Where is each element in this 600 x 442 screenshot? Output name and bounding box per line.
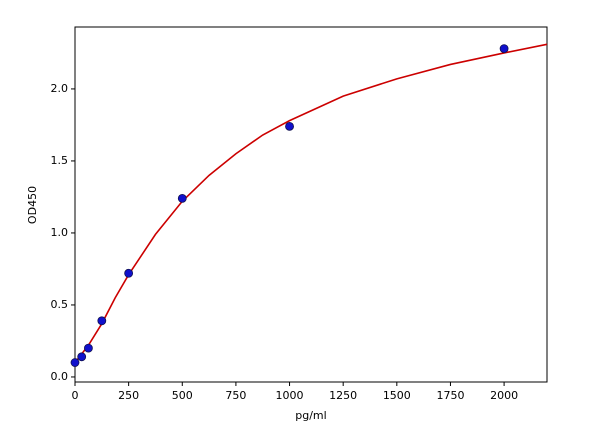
- data-point: [97, 316, 107, 326]
- y-tick-label: 0.5: [51, 298, 69, 311]
- fit-curve: [74, 43, 548, 364]
- data-point: [177, 193, 187, 203]
- data-point: [499, 44, 509, 54]
- x-tick-label: 0: [72, 389, 79, 402]
- x-tick-label: 250: [118, 389, 139, 402]
- x-axis-label: pg/ml: [295, 409, 326, 422]
- y-tick-label: 0.0: [51, 370, 69, 383]
- x-tick-label: 2000: [490, 389, 518, 402]
- y-tick-label: 2.0: [51, 82, 69, 95]
- data-point: [285, 121, 294, 131]
- y-tick-label: 1.0: [51, 226, 69, 239]
- data-point: [70, 358, 80, 367]
- y-axis-label: OD450: [26, 186, 39, 224]
- x-tick-label: 1750: [436, 389, 464, 402]
- x-tick-label: 750: [225, 389, 246, 402]
- x-tick-label: 1250: [329, 389, 357, 402]
- y-tick-label: 1.5: [51, 154, 69, 167]
- x-tick-label: 500: [172, 389, 193, 402]
- data-point: [124, 268, 134, 278]
- plot-frame: [74, 26, 548, 383]
- x-tick-label: 1500: [383, 389, 411, 402]
- data-point: [77, 352, 87, 362]
- data-point: [84, 343, 93, 353]
- x-tick-label: 1000: [276, 389, 304, 402]
